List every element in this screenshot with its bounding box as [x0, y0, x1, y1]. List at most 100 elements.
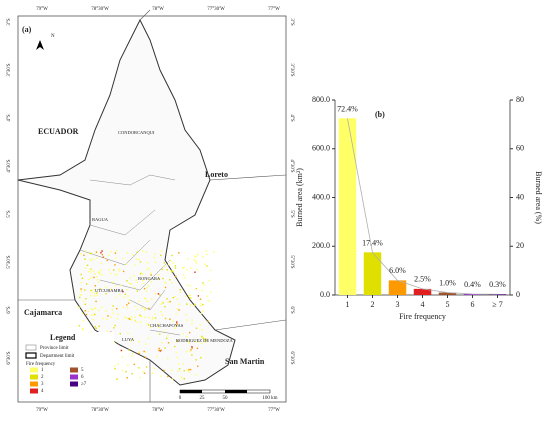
lat-label: 5°S	[289, 210, 294, 217]
fire-pixel	[93, 292, 96, 295]
fire-pixel	[114, 264, 116, 266]
fire-pixel	[94, 313, 96, 316]
fire-pixel	[162, 302, 164, 304]
fire-pixel	[174, 267, 177, 269]
legend-swatch	[70, 367, 78, 373]
fire-pixel	[182, 362, 184, 365]
fire-pixel	[143, 309, 146, 311]
fire-pixel	[191, 319, 193, 321]
fire-pixel	[142, 279, 144, 282]
fire-pixel	[205, 250, 208, 252]
fire-pixel	[186, 303, 188, 305]
fire-pixel	[85, 297, 87, 300]
fire-pixel	[195, 287, 197, 290]
fire-pixel	[195, 374, 198, 376]
fire-pixel	[100, 269, 102, 271]
fire-pixel	[98, 325, 100, 327]
map-panel: (a) N ECUADOR Loreto Cajamarca San Marti…	[7, 7, 294, 413]
fire-pixel	[179, 291, 181, 293]
fire-pixel	[110, 288, 112, 290]
bar	[363, 252, 382, 295]
fire-pixel	[191, 322, 193, 325]
fire-pixel	[189, 294, 191, 296]
fire-pixel	[151, 318, 154, 320]
fire-pixel	[95, 251, 98, 253]
fire-pixel	[166, 357, 169, 360]
fire-pixel	[139, 376, 141, 379]
lat-label: 3°S	[289, 18, 294, 25]
fire-pixel	[114, 365, 116, 367]
fire-pixel	[138, 351, 140, 353]
fire-pixel	[167, 301, 170, 304]
fire-pixel	[130, 318, 133, 321]
fire-pixel	[208, 299, 210, 302]
chart-panel: (b) 0.0 200.0 400.0 600.0 800.0 0 20 40 60 80 1 2 3 4…	[295, 95, 543, 321]
fire-pixel	[126, 289, 128, 291]
fire-pixel	[84, 258, 86, 260]
fire-pixel	[119, 333, 121, 335]
scale-label: 50	[223, 396, 229, 401]
value-label: 72.4%	[337, 104, 358, 113]
percent-line	[347, 118, 498, 295]
legend-subtitle: Fire frequency	[26, 362, 56, 367]
fire-pixel	[123, 296, 125, 298]
fire-pixel	[87, 310, 89, 312]
fire-pixel	[160, 310, 162, 313]
fire-pixel	[159, 333, 161, 335]
fire-pixel	[96, 276, 98, 278]
bar	[413, 288, 432, 295]
fire-pixel	[201, 336, 204, 338]
fire-pixel	[204, 339, 207, 342]
fire-pixel	[163, 369, 165, 372]
fire-pixel	[167, 375, 169, 378]
fire-pixel	[157, 278, 160, 280]
lat-label: 3°S	[7, 18, 12, 25]
fire-pixel	[188, 294, 190, 297]
fire-pixel	[204, 338, 207, 340]
fire-pixel	[149, 326, 152, 328]
fire-pixel	[112, 312, 115, 315]
fire-pixel	[106, 318, 108, 321]
fire-pixel	[199, 298, 202, 300]
legend-label: 2	[41, 375, 44, 380]
fire-pixel	[195, 359, 197, 361]
fire-pixel	[176, 308, 179, 310]
fire-pixel	[206, 265, 208, 267]
fire-pixel	[161, 301, 164, 303]
scale-label: 0	[179, 396, 182, 401]
fire-pixel	[79, 294, 82, 296]
fire-pixel	[105, 286, 107, 288]
fire-pixel	[171, 378, 174, 380]
fire-pixel	[91, 291, 93, 293]
fire-pixel	[196, 347, 199, 350]
fire-pixel	[200, 303, 202, 305]
fire-pixel	[106, 259, 108, 262]
fire-pixel	[110, 316, 112, 318]
fire-pixel	[201, 328, 203, 331]
fire-pixel	[150, 274, 152, 276]
fire-pixel	[193, 304, 195, 307]
fire-pixel	[107, 254, 110, 256]
fire-pixel	[126, 304, 128, 306]
fire-pixel	[175, 351, 177, 354]
legend-label: 4	[41, 389, 44, 394]
fire-pixel	[183, 378, 186, 380]
legend-swatch	[25, 352, 37, 359]
fire-pixel	[174, 327, 176, 329]
fire-pixel	[191, 354, 193, 356]
fire-pixel	[135, 305, 137, 308]
fire-pixel	[80, 290, 83, 292]
fire-pixel	[144, 316, 146, 318]
fire-pixel	[138, 341, 140, 343]
fire-pixel	[80, 273, 82, 276]
fire-pixel	[96, 294, 99, 296]
lat-label: 5°30'S	[289, 255, 294, 268]
fire-pixel	[146, 286, 148, 289]
legend-title: Legend	[50, 333, 76, 342]
fire-pixel	[126, 280, 128, 282]
fire-pixel	[92, 308, 94, 311]
fire-pixel	[133, 363, 135, 366]
fire-pixel	[177, 370, 179, 372]
fire-pixel	[101, 306, 103, 308]
fire-pixel	[80, 288, 82, 290]
